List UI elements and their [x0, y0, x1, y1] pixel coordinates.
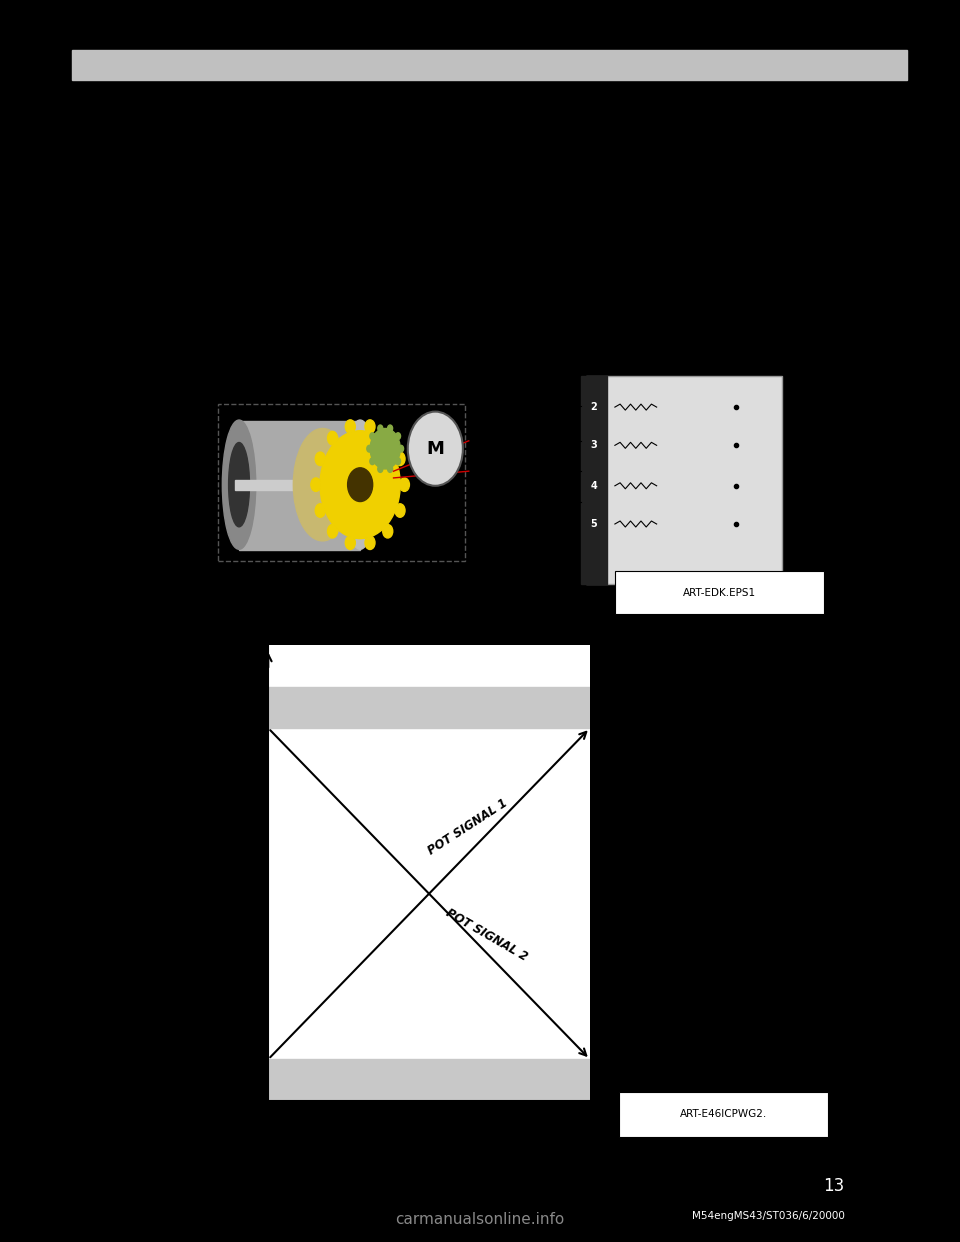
Text: ELECTRIC THROTTLE
VALVE (EDK): ELECTRIC THROTTLE VALVE (EDK) [227, 366, 354, 389]
Circle shape [370, 432, 374, 440]
Circle shape [346, 537, 355, 549]
Text: POT SIGNAL 2: POT SIGNAL 2 [444, 907, 530, 964]
Circle shape [388, 425, 393, 432]
Circle shape [327, 431, 338, 445]
Ellipse shape [344, 420, 377, 549]
Text: 5: 5 [590, 519, 597, 529]
Circle shape [370, 458, 374, 465]
Circle shape [315, 504, 325, 517]
Circle shape [378, 425, 383, 432]
Text: M54engMS43/ST036/6/20000: M54engMS43/ST036/6/20000 [692, 1211, 845, 1221]
FancyBboxPatch shape [619, 1092, 828, 1136]
Ellipse shape [228, 442, 250, 527]
Bar [235, 481, 364, 491]
Circle shape [348, 468, 372, 502]
Text: ART-EDK.EPS1: ART-EDK.EPS1 [683, 587, 756, 597]
FancyBboxPatch shape [614, 571, 824, 614]
Circle shape [311, 478, 321, 492]
Circle shape [315, 452, 325, 466]
Ellipse shape [223, 420, 255, 549]
Text: carmanualsonline.info: carmanualsonline.info [396, 1212, 564, 1227]
Text: 4: 4 [590, 481, 597, 491]
Text: 2: 2 [590, 402, 597, 412]
Text: Potentiometer signal 1 is the primary feedback signal of throttle plate position: Potentiometer signal 1 is the primary fe… [97, 333, 732, 366]
Bar [586, 375, 781, 584]
Text: MOTOR
CONTROL: MOTOR CONTROL [424, 355, 480, 378]
Circle shape [365, 420, 375, 433]
Text: 3: 3 [590, 441, 597, 451]
Circle shape [398, 446, 403, 452]
Text: 0: 0 [264, 1129, 273, 1143]
Text: M: M [426, 440, 444, 458]
Text: 13: 13 [824, 1177, 845, 1195]
Circle shape [395, 504, 405, 517]
Text: Feedback signal 2 provides a signal from 4.5 V (LL) to 0.5 V (VL): Feedback signal 2 provides a signal from… [97, 292, 543, 307]
Text: POT POWER: POT POWER [473, 457, 518, 466]
Circle shape [383, 524, 393, 538]
Circle shape [346, 420, 355, 433]
Circle shape [378, 466, 383, 472]
Text: The EDK throttle plate is monitored by two integrated potentiometers.  The poten: The EDK throttle plate is monitored by t… [97, 190, 740, 243]
Text: POT 1 SIGNAL: POT 1 SIGNAL [473, 391, 526, 400]
Bar [72, 50, 907, 79]
Text: THROTTLE PLATE POSITION: THROTTLE PLATE POSITION [312, 1171, 546, 1186]
Circle shape [396, 458, 400, 465]
Text: GRAY  ZONES NOT PLAUSIBLE: GRAY ZONES NOT PLAUSIBLE [337, 628, 521, 638]
Circle shape [367, 446, 372, 452]
Circle shape [408, 411, 463, 486]
Circle shape [365, 537, 375, 549]
Circle shape [388, 466, 393, 472]
Text: GROUND: GROUND [473, 487, 507, 496]
Circle shape [395, 452, 405, 466]
Text: POT SIGNAL 1: POT SIGNAL 1 [425, 797, 510, 858]
Bar [268, 687, 589, 728]
Text: ART-E46ICPWG2.: ART-E46ICPWG2. [680, 1109, 767, 1119]
Text: MS 43 NEW FUNCTIONS: MS 43 NEW FUNCTIONS [97, 94, 466, 123]
Circle shape [383, 431, 393, 445]
Text: SIGNAL VOLTAGE WITHIN THE: SIGNAL VOLTAGE WITHIN THE [337, 606, 521, 616]
Text: 100%: 100% [570, 1129, 610, 1143]
Bar [239, 421, 360, 550]
Bar [582, 375, 607, 584]
Circle shape [396, 432, 400, 440]
Text: Feedback signal 1 provides a signal from 0.5 V  (LL) to 4.5 V (VL).: Feedback signal 1 provides a signal from… [97, 255, 552, 268]
Circle shape [320, 431, 400, 539]
Text: POT 2 SIGNAL: POT 2 SIGNAL [473, 426, 526, 435]
Ellipse shape [294, 428, 351, 540]
Circle shape [327, 524, 338, 538]
Circle shape [399, 478, 409, 492]
Circle shape [371, 428, 400, 469]
Text: EDK THROTTLE POSITION FEEDBACK SIGNALS: EDK THROTTLE POSITION FEEDBACK SIGNALS [97, 150, 580, 170]
Bar [268, 1059, 589, 1100]
